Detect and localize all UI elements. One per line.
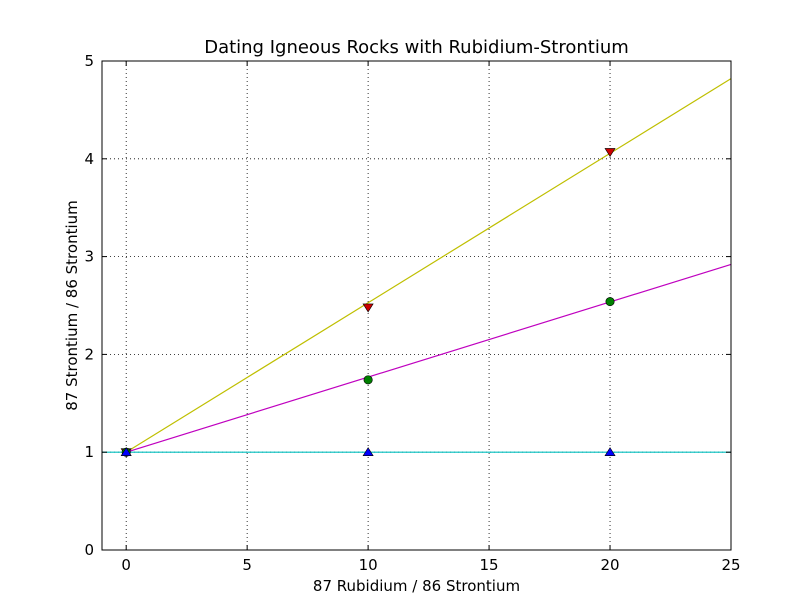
data-point-triangle-up: [604, 447, 616, 457]
y-tick-label: 0: [84, 541, 94, 559]
fit-line-2: [126, 263, 732, 453]
plot-frame: [101, 60, 732, 551]
y-tick-label: 1: [84, 443, 94, 461]
axis-ticks: 0 5 10 15 20 25 0 1 2 3 4 5: [84, 52, 740, 574]
data-points: [120, 148, 616, 458]
y-tick-label: 5: [84, 52, 94, 70]
x-tick-label: 10: [359, 556, 378, 574]
y-tick-label: 3: [84, 248, 94, 266]
y-tick-label: 2: [84, 345, 94, 363]
chart-title: Dating Igneous Rocks with Rubidium-Stron…: [204, 37, 629, 58]
x-tick-label: 5: [242, 556, 252, 574]
x-axis-label: 87 Rubidium / 86 Strontium: [313, 577, 520, 595]
data-point-triangle-up: [120, 447, 132, 457]
x-tick-label: 20: [600, 556, 619, 574]
data-point-triangle-up: [362, 447, 374, 457]
x-tick-label: 0: [121, 556, 131, 574]
x-tick-label: 15: [480, 556, 499, 574]
data-point-circle: [605, 297, 615, 307]
data-point-triangle-down: [362, 303, 374, 313]
fit-line-1: [125, 78, 732, 453]
y-tick-label: 4: [84, 150, 94, 168]
y-axis-label: 87 Strontium / 86 Strontium: [63, 200, 81, 410]
series-lines: [102, 78, 732, 453]
data-point-circle: [363, 375, 373, 385]
data-point-triangle-down: [604, 148, 616, 158]
x-tick-label: 25: [721, 556, 740, 574]
